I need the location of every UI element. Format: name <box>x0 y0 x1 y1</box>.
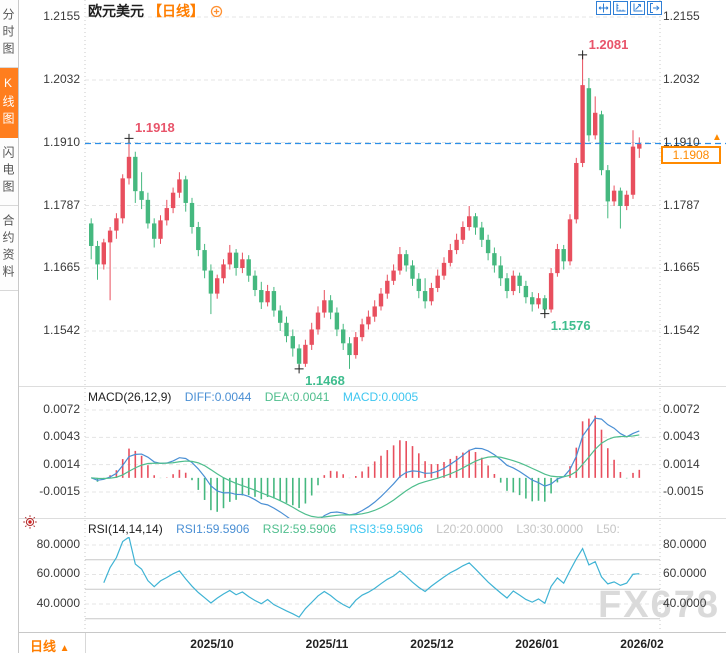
current-price-tag: 1.1908 <box>661 146 721 164</box>
rsi2-value: RSI2:59.5906 <box>262 522 337 536</box>
price-axis-label: 1.2032 <box>663 72 700 86</box>
symbol-title: 欧元美元 <box>88 3 144 19</box>
rsi-axis-label: 60.0000 <box>36 566 80 580</box>
period-selector[interactable]: 日线 ▲ <box>30 636 70 653</box>
period-selector-label: 日线 <box>30 639 57 653</box>
date-tick-label: 2026/01 <box>515 637 559 651</box>
watermark: FX678 <box>598 584 720 626</box>
price-axis-label: 1.2155 <box>43 9 80 23</box>
price-axis-label: 1.1787 <box>43 198 80 212</box>
axis-divider <box>85 633 86 653</box>
price-annotation: 1.2081 <box>588 36 629 52</box>
chevron-up-icon: ▲ <box>59 643 70 653</box>
rsi-l50-value: L50: <box>596 522 620 536</box>
price-annotation: 1.1576 <box>550 317 591 333</box>
chart-toolbar <box>596 1 662 15</box>
price-axis-label: 1.1665 <box>663 260 700 274</box>
macd-axis-label: 0.0043 <box>663 429 700 443</box>
macd-axis-label: -0.0015 <box>663 484 704 498</box>
rsi-axis-label: 60.0000 <box>663 566 707 580</box>
date-tick-label: 2025/10 <box>190 637 234 651</box>
macd-axis-label: 0.0072 <box>663 402 700 416</box>
date-tick-label: 2025/12 <box>410 637 454 651</box>
macd-title: MACD(26,12,9) <box>88 390 172 404</box>
crosshair-pan-icon[interactable] <box>596 1 611 15</box>
add-indicator-icon[interactable] <box>210 5 223 18</box>
chart-header: 欧元美元 【日线】 <box>88 1 223 21</box>
rsi-axis-label: 40.0000 <box>36 596 80 610</box>
macd-header: MACD(26,12,9) DIFF:0.0044 DEA:0.0041 MAC… <box>88 390 428 404</box>
macd-macd-value: MACD:0.0005 <box>342 390 419 404</box>
period-label: 【日线】 <box>148 3 204 19</box>
price-axis-label: 1.2032 <box>43 72 80 86</box>
price-annotation: 1.1468 <box>305 372 345 388</box>
rsi3-value: RSI3:59.5906 <box>349 522 423 536</box>
price-axis-label: 1.1910 <box>43 135 80 149</box>
macd-axis-label: 0.0014 <box>43 457 80 471</box>
sidebar-tab-lightning[interactable]: 闪电图 <box>0 138 18 206</box>
exit-icon[interactable] <box>647 1 662 15</box>
price-axis-label: 1.1542 <box>663 323 700 337</box>
price-alert-arrow-icon: ▲ <box>712 132 722 143</box>
price-axis-label: 1.1542 <box>43 323 80 337</box>
price-annotation: 1.1918 <box>135 120 175 136</box>
rsi-l20-value: L20:20.0000 <box>436 522 503 536</box>
sidebar-tab-contract-info[interactable]: 合约资料 <box>0 206 18 291</box>
sidebar-tab-kline[interactable]: K线图 <box>0 68 18 138</box>
macd-axis-label: 0.0014 <box>663 457 700 471</box>
price-axis-label: 1.2155 <box>663 9 700 23</box>
auto-scale-icon[interactable] <box>613 1 628 15</box>
macd-axis-label: 0.0043 <box>43 429 80 443</box>
sidebar: 分时图 K线图 闪电图 合约资料 <box>0 0 19 653</box>
rsi-axis-label: 80.0000 <box>663 537 707 551</box>
time-axis-bar: 日线 ▲ 2025/10 2025/11 2025/12 2026/01 202… <box>18 632 726 653</box>
date-tick-label: 2025/11 <box>305 637 349 651</box>
rsi-title: RSI(14,14,14) <box>88 522 163 536</box>
macd-diff-value: DIFF:0.0044 <box>184 390 252 404</box>
indicator-settings-icon[interactable] <box>22 514 38 535</box>
macd-axis-label: 0.0072 <box>43 402 80 416</box>
macd-axis-label: -0.0015 <box>39 484 80 498</box>
rsi-axis-label: 40.0000 <box>663 596 707 610</box>
rsi-axis-label: 80.0000 <box>36 537 80 551</box>
price-axis-label: 1.1787 <box>663 198 700 212</box>
rsi-header: RSI(14,14,14) RSI1:59.5906 RSI2:59.5906 … <box>88 522 630 536</box>
date-tick-label: 2026/02 <box>620 637 664 651</box>
price-axis-label: 1.1665 <box>43 260 80 274</box>
rsi-l30-value: L30:30.0000 <box>516 522 584 536</box>
price-axis-label: 1.1910 <box>663 135 700 149</box>
macd-dea-value: DEA:0.0041 <box>264 390 330 404</box>
rsi1-value: RSI1:59.5906 <box>176 522 250 536</box>
sidebar-tab-timeshare[interactable]: 分时图 <box>0 0 18 68</box>
zoom-area-icon[interactable] <box>630 1 645 15</box>
